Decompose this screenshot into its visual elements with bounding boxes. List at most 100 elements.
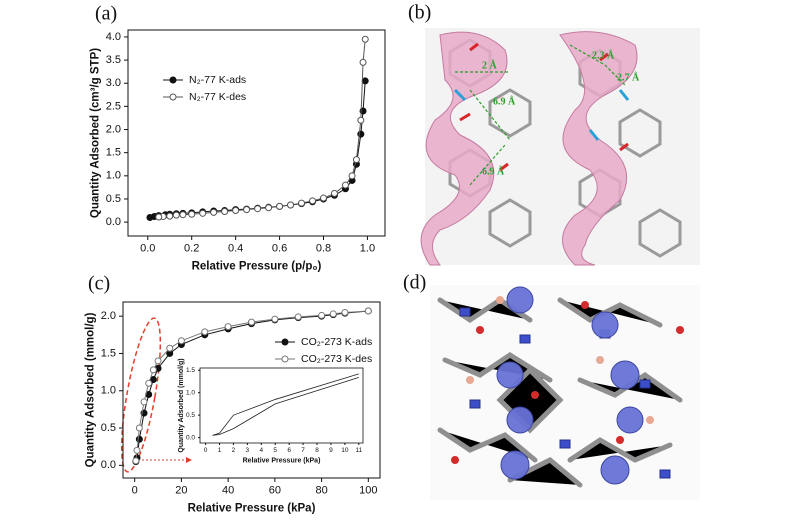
data-point [352,156,360,164]
legend-marker [169,76,177,84]
x-tick-label: 8 [315,447,319,454]
y-tick-label: 1.5 [106,147,121,159]
data-point [149,366,157,374]
data-point [359,58,367,66]
data-point [318,311,326,319]
y-axis-title: Quantity Adsorbed (mmol/g) [178,358,185,452]
y-tick-label: 4.0 [106,31,121,43]
plot-frame [122,301,381,479]
plot-frame [199,367,364,444]
x-tick-label: 80 [315,485,327,497]
y-tick-label: 1.0 [106,170,121,182]
x-tick-label: 20 [175,485,187,497]
data-point [287,201,295,209]
x-tick-label: 0.8 [316,243,331,255]
y-axis-title: Quantity Adsorbed (cm³/g STP) [89,48,101,218]
x-tick-label: 7 [301,447,305,454]
distance-label: 2 Å [482,59,498,71]
data-point [188,210,196,218]
distance-label: 6.9 Å [493,95,516,107]
data-point [201,328,209,336]
data-point [329,310,337,318]
x-tick-label: 11 [355,447,362,454]
data-point [177,337,185,345]
x-axis-title: Relative Pressure (p/p₀) [192,260,322,272]
distance-label: 2.7 Å [617,71,640,83]
data-point [224,323,232,331]
data-point [254,205,262,213]
data-point [357,116,365,124]
distance-label: 6.9 Å [482,165,505,177]
data-point [154,357,162,365]
x-axis-title: Relative Pressure (kPa) [243,457,321,464]
data-point [155,213,163,221]
panel-label: (b) [408,2,431,24]
x-tick-label: 0 [132,485,138,497]
legend-marker [281,355,289,363]
x-tick-label: 4 [259,447,263,454]
data-point [271,315,279,323]
x-tick-label: 10 [341,447,349,454]
x-tick-label: 1.0 [360,243,375,255]
data-point [166,344,174,352]
data-point [361,77,369,85]
distance-label: 2.3 Å [592,49,615,61]
data-point [210,208,218,216]
data-point [199,209,207,217]
x-tick-label: 0.6 [272,243,287,255]
x-tick-label: 0 [204,447,208,454]
panel-label: (a) [95,3,117,25]
data-point [179,211,187,219]
structure-image-d [430,285,700,500]
data-point [132,457,140,465]
x-tick-label: 9 [329,447,333,454]
data-point [276,202,284,210]
data-point [248,318,255,326]
x-tick-label: 60 [269,485,281,497]
x-tick-label: 1 [218,447,222,454]
highlight [120,317,192,473]
y-tick-label: 0.0 [101,459,116,471]
y-tick-label: 1.5 [186,367,195,374]
y-tick-label: 2.0 [106,123,121,135]
y-tick-label: 0.0 [106,216,121,228]
y-tick-label: 0.5 [101,422,116,434]
data-point [330,189,338,197]
data-point [243,206,251,214]
legend-label: CO₂-273 K-ads [301,336,372,348]
x-tick-label: 6 [287,447,291,454]
y-tick-label: 2.0 [101,310,116,322]
legend-label: CO₂-273 K-des [301,353,372,365]
x-tick-label: 5 [273,447,277,454]
x-tick-label: 0.0 [140,243,155,255]
y-tick-label: 0.0 [186,434,195,441]
x-axis-title: Relative Pressure (kPa) [188,502,316,514]
data-point [341,308,349,316]
data-point [135,435,143,443]
data-point [140,398,148,406]
data-point [145,379,153,387]
series-line [212,377,359,436]
data-point [294,313,302,321]
data-point [232,207,240,215]
x-tick-label: 0.4 [228,243,243,255]
x-tick-label: 3 [246,447,250,454]
data-point [133,446,141,454]
series-line [212,373,359,436]
y-axis-title: Quantity Adsorbed (mmol/g) [84,312,96,467]
legend-label: N₂-77 K-ads [189,74,246,86]
y-tick-label: 1.0 [101,385,116,397]
data-point [309,197,317,205]
data-point [172,211,180,219]
data-point [265,204,273,212]
data-point [135,424,143,432]
y-tick-label: 0.5 [106,193,121,205]
y-tick-label: 3.0 [106,77,121,89]
x-tick-label: 0.2 [184,243,199,255]
plot-frame [127,29,386,237]
x-tick-label: 40 [222,485,234,497]
y-tick-label: 1.0 [186,389,195,396]
structure-image-b [420,28,700,266]
legend-label: N₂-77 K-des [189,91,246,103]
